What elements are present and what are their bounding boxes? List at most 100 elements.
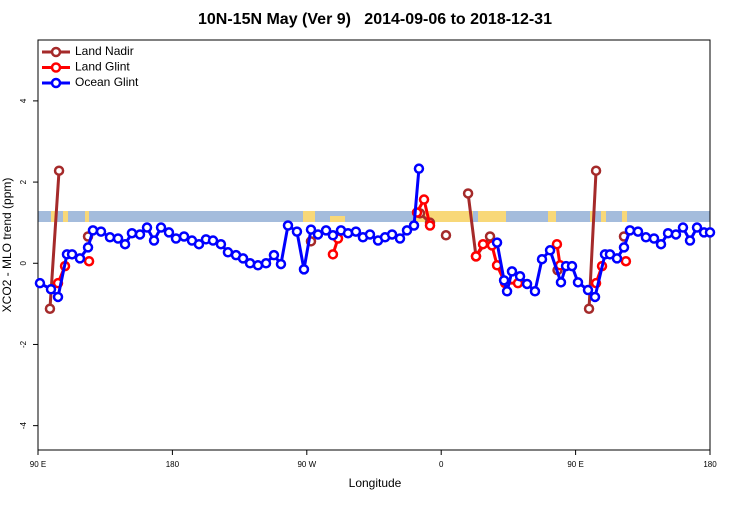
data-point	[484, 231, 496, 242]
data-point	[514, 271, 526, 282]
legend-label: Land Glint	[75, 60, 130, 74]
data-point	[126, 227, 138, 239]
data-point	[291, 226, 303, 237]
plot-frame	[37, 39, 711, 451]
data-point	[155, 222, 167, 233]
data-point	[207, 235, 219, 246]
x-tick-label: 90 E	[567, 460, 583, 469]
data-point	[394, 233, 406, 244]
data-point	[104, 232, 116, 243]
data-point	[320, 225, 332, 236]
data-point	[34, 277, 46, 289]
data-point	[640, 232, 652, 243]
data-point	[691, 222, 703, 233]
data-point	[275, 258, 287, 270]
legend-marker	[50, 77, 62, 89]
x-tick-label: 90 E	[30, 460, 46, 469]
data-point	[44, 303, 56, 314]
data-point	[491, 237, 503, 248]
data-point	[477, 238, 489, 250]
data-point	[583, 303, 595, 314]
data-point	[66, 249, 78, 260]
data-point	[305, 224, 317, 235]
data-point	[408, 220, 420, 231]
data-point	[662, 227, 674, 239]
data-point	[87, 225, 99, 236]
y-tick-label: 2	[19, 179, 28, 184]
data-point	[401, 225, 413, 236]
data-point	[260, 258, 272, 269]
data-point	[498, 275, 510, 286]
data-point	[327, 230, 339, 241]
data-point	[193, 238, 205, 250]
data-point	[670, 229, 682, 240]
data-point	[413, 163, 425, 174]
data-point	[215, 238, 227, 250]
y-tick-label: 0	[19, 260, 28, 265]
data-point	[582, 284, 594, 296]
data-point	[544, 245, 556, 256]
data-point	[364, 229, 376, 240]
y-tick-label: -4	[19, 422, 28, 430]
data-point	[418, 194, 430, 205]
data-point	[327, 249, 339, 260]
data-point	[529, 286, 541, 297]
land-ocean-strip	[38, 211, 710, 222]
x-tick-label: 0	[439, 460, 444, 469]
data-point	[148, 235, 160, 246]
data-point	[566, 260, 578, 272]
data-point	[632, 226, 644, 237]
data-point	[45, 283, 57, 295]
data-point	[312, 229, 324, 240]
y-axis-label: XCO2 - MLO trend (ppm)	[0, 178, 14, 313]
data-point	[298, 264, 310, 275]
x-tick-label: 180	[166, 460, 180, 469]
legend-item: Land Nadir	[42, 44, 134, 58]
legend-marker	[50, 62, 62, 73]
data-point	[704, 227, 716, 238]
data-point	[350, 226, 362, 237]
data-point	[268, 249, 280, 261]
data-point	[590, 165, 602, 176]
legend-label: Ocean Glint	[75, 75, 139, 89]
legend-label: Land Nadir	[75, 44, 134, 58]
data-point	[53, 165, 65, 176]
data-point	[521, 278, 533, 290]
data-point	[424, 220, 436, 231]
data-point	[74, 253, 86, 264]
data-point	[95, 226, 107, 237]
data-point	[83, 255, 95, 267]
data-point	[52, 291, 64, 303]
data-point	[462, 188, 474, 199]
data-point	[648, 233, 660, 244]
data-point	[82, 242, 94, 253]
data-point	[551, 238, 563, 250]
data-point	[163, 227, 175, 238]
data-point	[572, 277, 584, 288]
data-point	[112, 233, 124, 244]
data-point	[655, 238, 667, 250]
x-tick-label: 90 W	[297, 460, 316, 469]
legend-item: Land Glint	[42, 60, 130, 74]
chart-title: 10N-15N May (Ver 9) 2014-09-06 to 2018-1…	[198, 11, 552, 28]
data-point	[141, 222, 153, 233]
data-point	[386, 229, 398, 240]
data-point	[536, 253, 548, 265]
data-point	[620, 255, 632, 267]
data-point	[506, 266, 518, 277]
y-tick-label: -2	[19, 340, 28, 348]
data-point	[170, 233, 182, 244]
data-point	[282, 220, 294, 231]
data-point	[624, 225, 636, 236]
data-point	[618, 242, 630, 253]
data-point	[501, 286, 513, 297]
data-point	[684, 235, 696, 246]
x-axis-label: Longitude	[349, 476, 402, 490]
x-tick-label: 180	[703, 460, 717, 469]
data-point	[677, 222, 689, 233]
data-point	[440, 230, 452, 241]
data-point	[237, 253, 249, 264]
data-point	[178, 231, 190, 242]
data-point	[119, 238, 131, 250]
